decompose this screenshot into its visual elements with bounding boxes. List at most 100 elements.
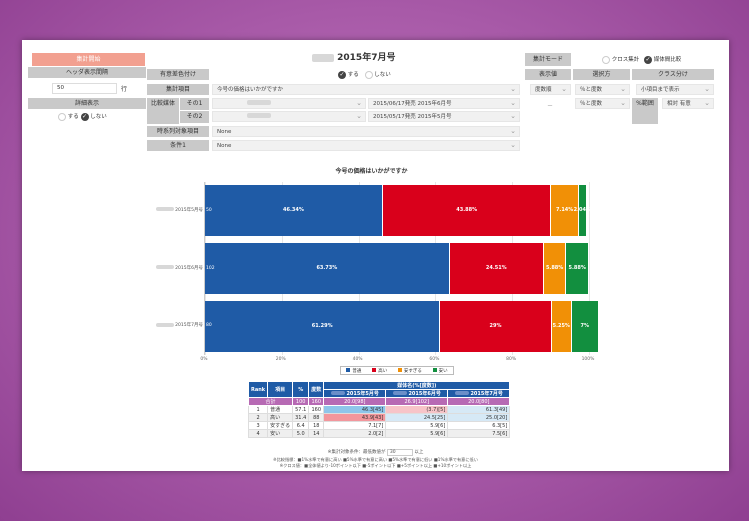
app-screen: 集計開始 ヘッダ表示間隔 50 行 詳細表示 する ✓ しない 2015年7月号… — [22, 40, 729, 471]
total-count: 160 — [308, 397, 325, 406]
table-cell: 普通 — [267, 405, 294, 414]
table-cell: 31.4 — [292, 413, 310, 422]
table-row: 3 安すぎる 6.4 18 7.1[7] 5.9[6] 6.3[5] — [247, 421, 511, 430]
x-tick-label: 60% — [429, 357, 440, 362]
unit-select[interactable]: ％と度数 — [575, 84, 630, 95]
page-title: 2015年7月号 — [312, 50, 395, 63]
condition-label: 条件1 — [147, 140, 209, 151]
compare1-media-select[interactable] — [212, 98, 366, 109]
summary-label: 詳細表示 — [28, 98, 146, 109]
summary-off-label: しない — [90, 114, 107, 120]
table-cell: 2 — [247, 413, 269, 422]
page-title-text: 2015年7月号 — [337, 53, 396, 63]
table-cell: 43.9[43] — [323, 413, 387, 422]
bar-count: 80 — [206, 323, 212, 329]
compare2-label: その2 — [180, 111, 209, 123]
color-off-label: しない — [374, 72, 391, 78]
table-cell: 18 — [308, 421, 325, 430]
condition-select[interactable]: None — [212, 140, 520, 151]
class-label: クラス分け — [632, 69, 714, 80]
color-off-radio[interactable] — [364, 70, 373, 79]
category-label: 2015年5月号 — [147, 207, 203, 213]
bar-row: 46.34% 43.88% 7.14% 2.04% 50 — [205, 185, 591, 237]
gridline — [589, 182, 590, 355]
x-tick-label: 20% — [275, 357, 286, 362]
table-cell: 3 — [247, 421, 269, 430]
compare2-period-select[interactable]: 2015/05/17発売 2015年5月号 — [368, 111, 520, 122]
notes-line-2: ※比較指標：■1%水準で有意に高い ■5%水準で有意に高い ■5%水準で有意に低… — [273, 457, 478, 462]
table-cell: 46.3[45] — [323, 405, 387, 414]
table-cell: 160 — [308, 405, 325, 414]
legend-item: 安すぎる — [397, 368, 422, 374]
spread-select[interactable]: 相対 有意 — [662, 98, 714, 109]
th-period-3: 2015年7月号 — [447, 389, 511, 398]
x-axis: 0% 20% 40% 60% 80% 100% — [200, 357, 594, 365]
total-row: 合計 100 160 20.0[98] 26.9[102] 20.0[80] — [247, 397, 511, 406]
table-cell: 88 — [308, 413, 325, 422]
summary-on-radio[interactable] — [58, 112, 66, 121]
header-interval-unit: 行 — [121, 86, 128, 93]
bar-segment: 43.88% — [382, 185, 552, 237]
color-label: 有意差色付け — [147, 69, 209, 80]
color-radios: ✓ する しない — [338, 70, 391, 79]
display-label: 表示値 — [525, 69, 571, 80]
bar-segment: 24.51% — [449, 243, 544, 294]
bar-segment: 5.25% — [551, 300, 572, 352]
notes-line-1: ※集計対象条件：最低数値が 30 以上 — [22, 449, 729, 456]
th-percent: % — [292, 381, 310, 398]
run-button[interactable]: 集計開始 — [32, 53, 145, 66]
class-select[interactable]: 小項目まで表示 — [636, 84, 714, 95]
x-tick-label: 0% — [200, 357, 208, 362]
compare2-media-select[interactable] — [212, 111, 366, 122]
color-on-radio[interactable]: ✓ — [338, 70, 346, 79]
note1-prefix: ※集計対象条件：最低数値が — [327, 450, 386, 455]
bar-segment: 7% — [571, 300, 599, 352]
mode-compare-radio[interactable]: ✓ — [644, 55, 653, 64]
table-cell: 7.1[7] — [323, 421, 387, 430]
spread-label: %範囲 — [632, 98, 658, 124]
mode-cross-radio[interactable] — [602, 55, 610, 64]
table-row: 2 高い 31.4 88 43.9[43] 24.5[25] 25.0[20] — [247, 413, 511, 422]
table-cell: 6.3[5] — [447, 421, 511, 430]
sort-label: 時系列対象項目 — [147, 126, 209, 137]
th-media-group: 媒体名(%[度数]) — [323, 381, 511, 390]
total-label: 合計 — [247, 397, 294, 406]
bar-segment: 61.29% — [205, 300, 441, 352]
summary-radios: する ✓ しない — [58, 112, 107, 121]
display-dash: － — [547, 103, 554, 110]
summary-off-radio[interactable]: ✓ — [80, 112, 89, 121]
chart-legend: 普通 高い 安すぎる 安い — [340, 366, 454, 375]
header-interval-input[interactable]: 50 — [52, 83, 117, 94]
compare-label: 比較媒体 — [147, 98, 179, 124]
x-tick-label: 100% — [581, 357, 595, 362]
compare1-period-select[interactable]: 2015/06/17発売 2015年6月号 — [368, 98, 520, 109]
table-cell: 7.5[6] — [447, 429, 511, 438]
th-period-1: 2015年5月号 — [323, 389, 387, 398]
compare1-label: その1 — [180, 98, 209, 110]
sort-select[interactable]: None — [212, 126, 520, 137]
th-rank: Rank — [247, 381, 269, 398]
chart-title: 今号の価格はいかがですか — [335, 168, 408, 175]
table-cell: 14 — [308, 429, 325, 438]
total-p2: 26.9[102] — [385, 397, 449, 406]
bar-segment: 2.04% — [574, 185, 591, 237]
table-cell: 5.9[6] — [385, 421, 449, 430]
table-row: 4 安い 5.0 14 2.0[2] 5.9[6] 7.5[6] — [247, 429, 511, 438]
legend-item: 普通 — [346, 368, 361, 374]
item-select[interactable]: 今号の価格はいかがですか — [212, 84, 520, 95]
summary-on-label: する — [67, 114, 79, 120]
unit-select-2[interactable]: ％と度数 — [575, 98, 630, 109]
table-cell: 安すぎる — [267, 421, 294, 430]
bar-row: 63.73% 24.51% 5.88% 5.88% 102 — [205, 243, 589, 294]
table-row: 1 普通 57.1 160 46.3[45] (3.7)[5] 61.3[49] — [247, 405, 511, 414]
bar-segment: 7.14% — [551, 185, 579, 237]
unit-label: 選択方 — [573, 69, 630, 80]
table-cell: 高い — [267, 413, 294, 422]
blurred-media-name — [312, 53, 334, 62]
table-cell: 24.5[25] — [385, 413, 449, 422]
threshold-input[interactable]: 30 — [386, 449, 413, 456]
item-label: 集計項目 — [147, 84, 209, 95]
mode-radios: クロス集計 ✓ 媒体間比較 — [602, 55, 681, 64]
display-select[interactable]: 度数順 — [530, 84, 571, 95]
bar-segment: 46.34% — [205, 185, 383, 237]
